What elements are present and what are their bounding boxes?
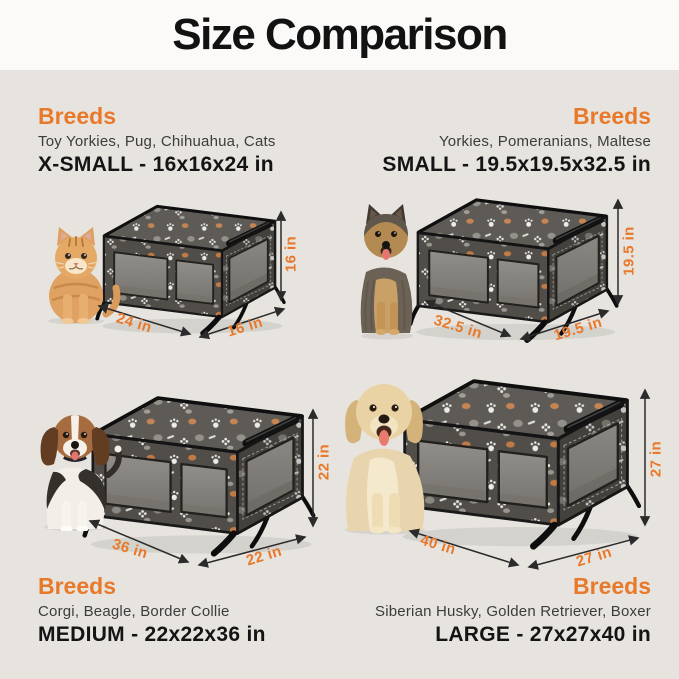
- breeds-heading: Breeds: [573, 573, 651, 599]
- page-title: Size Comparison: [172, 10, 508, 59]
- size-label: LARGE - 27x27x40 in: [435, 622, 651, 646]
- small-height-label: 19.5 in: [620, 226, 638, 276]
- size-label: SMALL - 19.5x19.5x32.5 in: [382, 152, 651, 176]
- kitten-image: [28, 222, 122, 324]
- section-xsmall-info: Breeds Toy Yorkies, Pug, Chihuahua, Cats…: [38, 103, 276, 176]
- breeds-list: Corgi, Beagle, Border Collie: [38, 602, 230, 620]
- yorkshire-terrier-image: [350, 202, 422, 340]
- xsmall-height-label: 16 in: [282, 235, 300, 273]
- section-medium-info: Breeds Corgi, Beagle, Border Collie MEDI…: [38, 573, 266, 646]
- section-large-info: Breeds Siberian Husky, Golden Retriever,…: [375, 573, 651, 646]
- breeds-list: Siberian Husky, Golden Retriever, Boxer: [375, 602, 651, 620]
- breeds-heading: Breeds: [38, 573, 116, 599]
- title-bar: Size Comparison: [0, 0, 679, 70]
- large-height-label: 27 in: [647, 440, 665, 478]
- golden-retriever-image: [326, 368, 444, 535]
- size-label: X-SMALL - 16x16x24 in: [38, 152, 274, 176]
- beagle-image: [28, 403, 123, 531]
- size-label: MEDIUM - 22x22x36 in: [38, 622, 266, 646]
- medium-height-label: 22 in: [315, 443, 333, 481]
- breeds-list: Toy Yorkies, Pug, Chihuahua, Cats: [38, 132, 276, 150]
- section-small-info: Breeds Yorkies, Pomeranians, Maltese SMA…: [382, 103, 651, 176]
- breeds-list: Yorkies, Pomeranians, Maltese: [438, 132, 651, 150]
- breeds-heading: Breeds: [38, 103, 116, 129]
- breeds-heading: Breeds: [573, 103, 651, 129]
